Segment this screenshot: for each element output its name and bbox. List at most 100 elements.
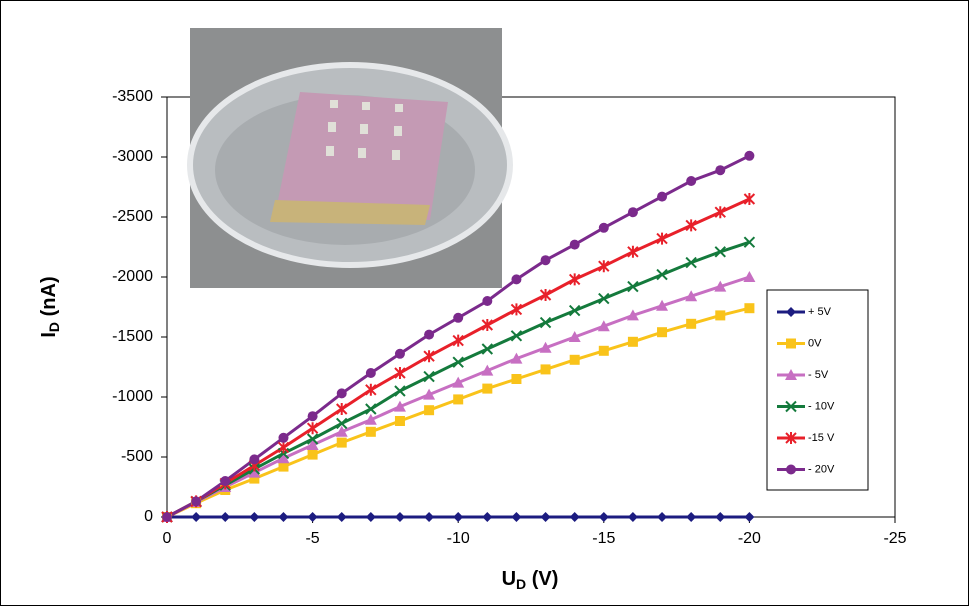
marker xyxy=(743,193,756,205)
marker xyxy=(220,476,231,486)
legend-swatch-marker xyxy=(785,400,797,413)
marker xyxy=(540,364,551,375)
marker xyxy=(511,512,522,522)
marker xyxy=(686,318,697,329)
marker xyxy=(336,437,347,448)
marker xyxy=(656,268,668,281)
x-tick-label: -5 xyxy=(305,530,319,547)
marker xyxy=(336,388,347,399)
legend-label: - 10V xyxy=(808,400,835,412)
marker xyxy=(540,255,551,266)
marker xyxy=(423,350,435,363)
marker xyxy=(423,388,436,400)
y-tick-label: -1000 xyxy=(112,388,153,405)
marker xyxy=(744,150,755,161)
marker xyxy=(277,452,290,464)
marker xyxy=(744,512,755,522)
marker xyxy=(249,454,260,465)
y-label-main: I xyxy=(38,332,60,338)
legend-swatch-marker xyxy=(786,464,796,475)
marker xyxy=(306,422,319,435)
marker xyxy=(598,222,609,233)
marker xyxy=(278,461,289,472)
marker xyxy=(423,370,435,383)
marker xyxy=(657,327,668,338)
marker xyxy=(191,496,202,507)
marker xyxy=(568,331,581,342)
legend-label: - 5V xyxy=(808,369,829,381)
marker xyxy=(424,405,435,416)
marker xyxy=(656,232,668,245)
marker xyxy=(481,343,494,355)
x-tick-label: -25 xyxy=(883,530,906,547)
marker xyxy=(539,316,552,329)
marker xyxy=(627,207,638,218)
marker xyxy=(452,356,464,368)
marker xyxy=(539,289,552,301)
legend-swatch-marker xyxy=(785,369,797,380)
marker xyxy=(715,310,726,321)
marker xyxy=(686,176,697,186)
marker xyxy=(220,512,231,522)
marker xyxy=(482,383,493,394)
legend-swatch-marker xyxy=(785,432,797,444)
marker xyxy=(453,312,464,323)
marker xyxy=(481,319,494,331)
legend-label: - 20V xyxy=(808,463,835,475)
marker xyxy=(568,273,581,286)
marker xyxy=(598,260,610,273)
marker xyxy=(568,304,581,317)
marker xyxy=(597,320,610,332)
marker xyxy=(569,354,580,365)
marker xyxy=(569,512,580,522)
y-tick-label: -1500 xyxy=(112,328,153,345)
legend-label: -15 V xyxy=(808,432,835,444)
marker xyxy=(191,512,202,522)
marker xyxy=(510,303,523,316)
marker xyxy=(482,512,493,522)
marker xyxy=(424,329,435,340)
marker xyxy=(511,374,522,384)
marker xyxy=(336,403,348,415)
marker xyxy=(598,512,609,522)
marker xyxy=(277,441,290,454)
marker xyxy=(452,334,464,347)
marker xyxy=(743,236,756,248)
marker xyxy=(424,512,435,522)
marker xyxy=(452,376,465,388)
inset-photo xyxy=(187,28,513,288)
x-tick-label: -10 xyxy=(447,530,470,547)
marker xyxy=(714,280,727,292)
legend-swatch-marker xyxy=(786,338,796,349)
marker xyxy=(394,348,405,359)
marker xyxy=(365,403,377,415)
marker xyxy=(365,512,376,522)
marker xyxy=(482,296,493,306)
y-tick-label: -2500 xyxy=(112,208,153,225)
marker xyxy=(278,432,289,443)
y-axis-label: ID (nA) xyxy=(38,276,61,337)
marker xyxy=(743,271,756,282)
marker xyxy=(393,400,406,412)
marker xyxy=(336,417,348,430)
marker xyxy=(306,433,319,445)
marker xyxy=(510,352,523,364)
marker xyxy=(627,280,639,293)
y-label-unit: (nA) xyxy=(38,276,60,322)
x-label-unit: (V) xyxy=(526,568,558,590)
marker xyxy=(569,239,580,250)
marker xyxy=(364,413,377,425)
y-tick-label: -3000 xyxy=(112,148,153,165)
x-axis-label: UD (V) xyxy=(502,568,559,591)
marker xyxy=(336,512,347,522)
marker xyxy=(627,512,638,522)
marker xyxy=(365,383,377,396)
legend-label: 0V xyxy=(808,337,822,349)
marker xyxy=(453,512,464,522)
y-label-sub: D xyxy=(46,322,62,332)
marker xyxy=(714,206,726,219)
marker xyxy=(627,336,638,347)
marker xyxy=(394,512,405,522)
marker xyxy=(656,299,669,311)
marker xyxy=(511,274,522,285)
